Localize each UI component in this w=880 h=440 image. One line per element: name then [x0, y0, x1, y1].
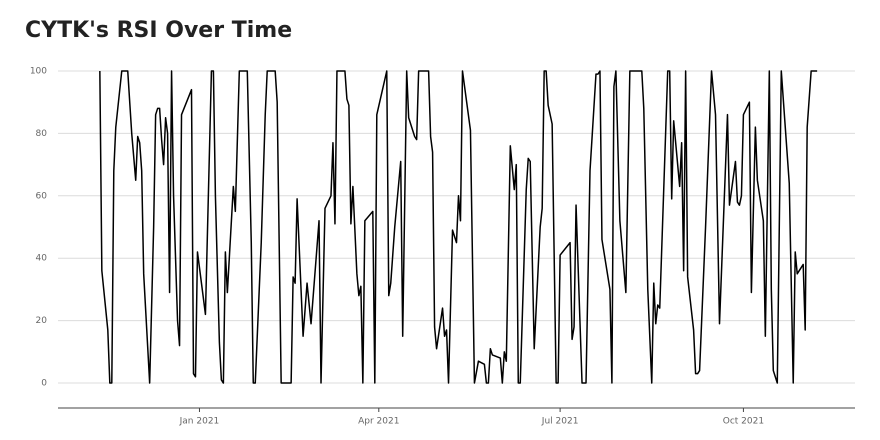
- y-tick-label: 20: [36, 316, 48, 326]
- x-tick-label: Apr 2021: [358, 417, 399, 427]
- x-tick-label: Oct 2021: [723, 417, 764, 427]
- chart-title: CYTK's RSI Over Time: [25, 18, 292, 43]
- x-tick-label: Jan 2021: [179, 417, 220, 427]
- y-tick-label: 100: [30, 66, 47, 76]
- y-tick-label: 60: [36, 191, 48, 201]
- y-tick-label: 40: [36, 254, 48, 264]
- rsi-line: [99, 70, 818, 384]
- y-tick-label: 80: [36, 129, 48, 139]
- x-tick-label: Jul 2021: [541, 417, 579, 427]
- y-tick-label: 0: [41, 379, 47, 389]
